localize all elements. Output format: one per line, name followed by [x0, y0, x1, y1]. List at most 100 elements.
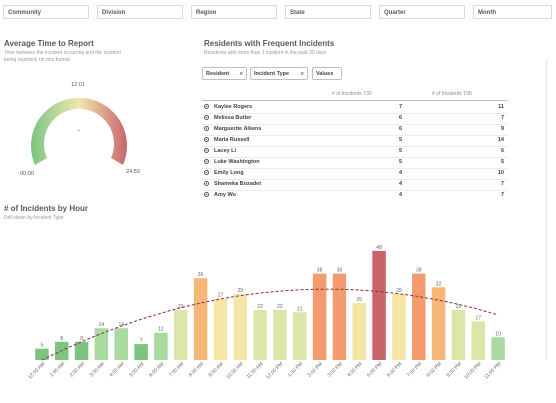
x-tick-label: 12:00 AM: [27, 361, 46, 380]
bar-3-00-am[interactable]: [94, 328, 109, 360]
data-label: 38: [416, 268, 422, 274]
bar-4-00-am[interactable]: [114, 328, 128, 360]
table-row[interactable]: Melissa Butler 6 7: [202, 113, 508, 125]
bar-6-00-am[interactable]: [154, 332, 168, 360]
avg-time-subtitle-line-2: being reported, hh:mm format: [4, 57, 70, 63]
x-tick-label: 9:00 AM: [208, 361, 225, 378]
data-label: 25: [356, 297, 362, 303]
filter-division[interactable]: Division: [97, 5, 183, 19]
bar-7-00-pm[interactable]: [412, 273, 426, 360]
bar-11-00-am[interactable]: [253, 310, 267, 360]
expand-icon[interactable]: [204, 181, 209, 186]
table-row[interactable]: Amy Wu 4 7: [202, 190, 508, 198]
bar-3-00-pm[interactable]: [332, 273, 347, 360]
data-label: 8: [80, 336, 83, 342]
incidents-t30-value: 4: [398, 192, 402, 198]
bar-7-00-am[interactable]: [174, 310, 188, 360]
column-header-t90[interactable]: # of Incidents T90: [432, 91, 472, 97]
filter-community[interactable]: Community: [3, 5, 89, 19]
bar-10-00-pm[interactable]: [471, 321, 485, 360]
incident-type-search-button[interactable]: Incident Type ⌕: [250, 67, 308, 80]
column-header-t30[interactable]: # of Incidents T30: [332, 91, 372, 97]
incidents-t30-value: 4: [398, 181, 402, 187]
incidents-t90-value: 7: [500, 181, 504, 187]
avg-time-title: Average Time to Report: [4, 39, 94, 48]
bar-2-00-am[interactable]: [74, 341, 89, 360]
resident-search-button[interactable]: Resident ⌕: [202, 67, 247, 80]
by-hour-title: # of Incidents by Hour: [4, 204, 89, 213]
incidents-t30-value: 7: [398, 104, 402, 110]
bar-4-00-pm[interactable]: [352, 303, 366, 360]
table-row[interactable]: Shameka Bozadet 4 7: [202, 179, 508, 191]
data-label: 8: [60, 336, 63, 342]
values-button[interactable]: Values: [312, 67, 342, 80]
incidents-t30-value: 5: [398, 137, 402, 143]
bar-10-00-am[interactable]: [233, 294, 247, 360]
incident-type-search-label: Incident Type: [254, 71, 290, 77]
x-tick-label: 2:00 PM: [307, 361, 324, 378]
avg-time-gauge: 12:01 - 00:00 24:59: [20, 82, 140, 177]
data-label: 12: [158, 327, 164, 333]
gauge-max-label: 24:59: [126, 169, 140, 175]
expand-icon[interactable]: [204, 137, 209, 142]
bar-5-00-am[interactable]: [134, 344, 148, 360]
data-label: 7: [140, 338, 143, 344]
resident-name: Lacey Li: [214, 148, 237, 154]
filter-state[interactable]: State: [285, 5, 371, 19]
table-row[interactable]: Maria Russell 5 14: [202, 135, 508, 147]
bar-8-00-am[interactable]: [193, 278, 208, 360]
table-row[interactable]: Marguerite Aikens 6 9: [202, 124, 508, 136]
data-label: 36: [198, 272, 204, 278]
data-label: 21: [297, 306, 303, 312]
x-tick-label: 10:00 AM: [225, 361, 244, 380]
incidents-t30-value: 6: [398, 126, 402, 132]
bar-12-00-pm[interactable]: [273, 310, 287, 360]
bar-2-00-pm[interactable]: [312, 273, 327, 360]
search-icon: ⌕: [300, 71, 304, 77]
bar-9-00-am[interactable]: [213, 298, 228, 360]
incidents-t30-value: 6: [398, 115, 402, 121]
residents-subtitle: Residents with more than 1 incident in t…: [204, 50, 327, 56]
bar-6-00-pm[interactable]: [392, 294, 406, 360]
page-scrollbar[interactable]: [546, 60, 547, 360]
expand-icon[interactable]: [204, 159, 209, 164]
bar-11-00-pm[interactable]: [491, 337, 505, 360]
expand-icon[interactable]: [204, 115, 209, 120]
residents-table-header: # of Incidents T30 # of Incidents T90: [202, 88, 508, 101]
data-label: 29: [237, 288, 243, 294]
x-tick-label: 1:00 PM: [287, 361, 304, 378]
filter-month[interactable]: Month: [473, 5, 552, 19]
x-tick-label: 11:00 PM: [483, 361, 502, 380]
bar-9-00-pm[interactable]: [451, 310, 466, 360]
residents-title: Residents with Frequent Incidents: [204, 39, 335, 48]
data-label: 38: [337, 268, 343, 274]
resident-name: Shameka Bozadet: [214, 181, 262, 187]
table-row[interactable]: Kaylee Rogers 7 11: [202, 102, 508, 114]
bar-12-00-am[interactable]: [35, 348, 49, 360]
expand-icon[interactable]: [204, 148, 209, 153]
incidents-t30-value: 5: [398, 148, 402, 154]
table-row[interactable]: Emily Long 4 10: [202, 168, 508, 180]
x-tick-label: 5:00 AM: [128, 361, 145, 378]
filter-region[interactable]: Region: [191, 5, 277, 19]
x-tick-label: 3:00 AM: [89, 361, 106, 378]
table-row[interactable]: Luke Washington 5 5: [202, 157, 508, 169]
resident-name: Amy Wu: [214, 192, 236, 198]
bar-1-00-pm[interactable]: [293, 312, 307, 360]
bar-8-00-pm[interactable]: [431, 287, 446, 360]
bar-5-00-pm[interactable]: [372, 250, 386, 360]
incidents-t90-value: 11: [498, 104, 504, 110]
x-tick-label: 8:00 AM: [188, 361, 205, 378]
incidents-t90-value: 9: [500, 126, 504, 132]
filter-quarter[interactable]: Quarter: [379, 5, 465, 19]
gauge-mid-label: 12:01: [71, 82, 85, 88]
expand-icon[interactable]: [204, 104, 209, 109]
expand-icon[interactable]: [204, 192, 209, 197]
expand-icon[interactable]: [204, 126, 209, 131]
x-tick-label: 7:00 PM: [406, 361, 423, 378]
residents-table: # of Incidents T30 # of Incidents T90 Ka…: [202, 88, 508, 198]
expand-icon[interactable]: [204, 170, 209, 175]
table-row[interactable]: Lacey Li 5 6: [202, 146, 508, 158]
data-label: 5: [41, 343, 44, 349]
x-tick-label: 2:00 AM: [69, 361, 86, 378]
